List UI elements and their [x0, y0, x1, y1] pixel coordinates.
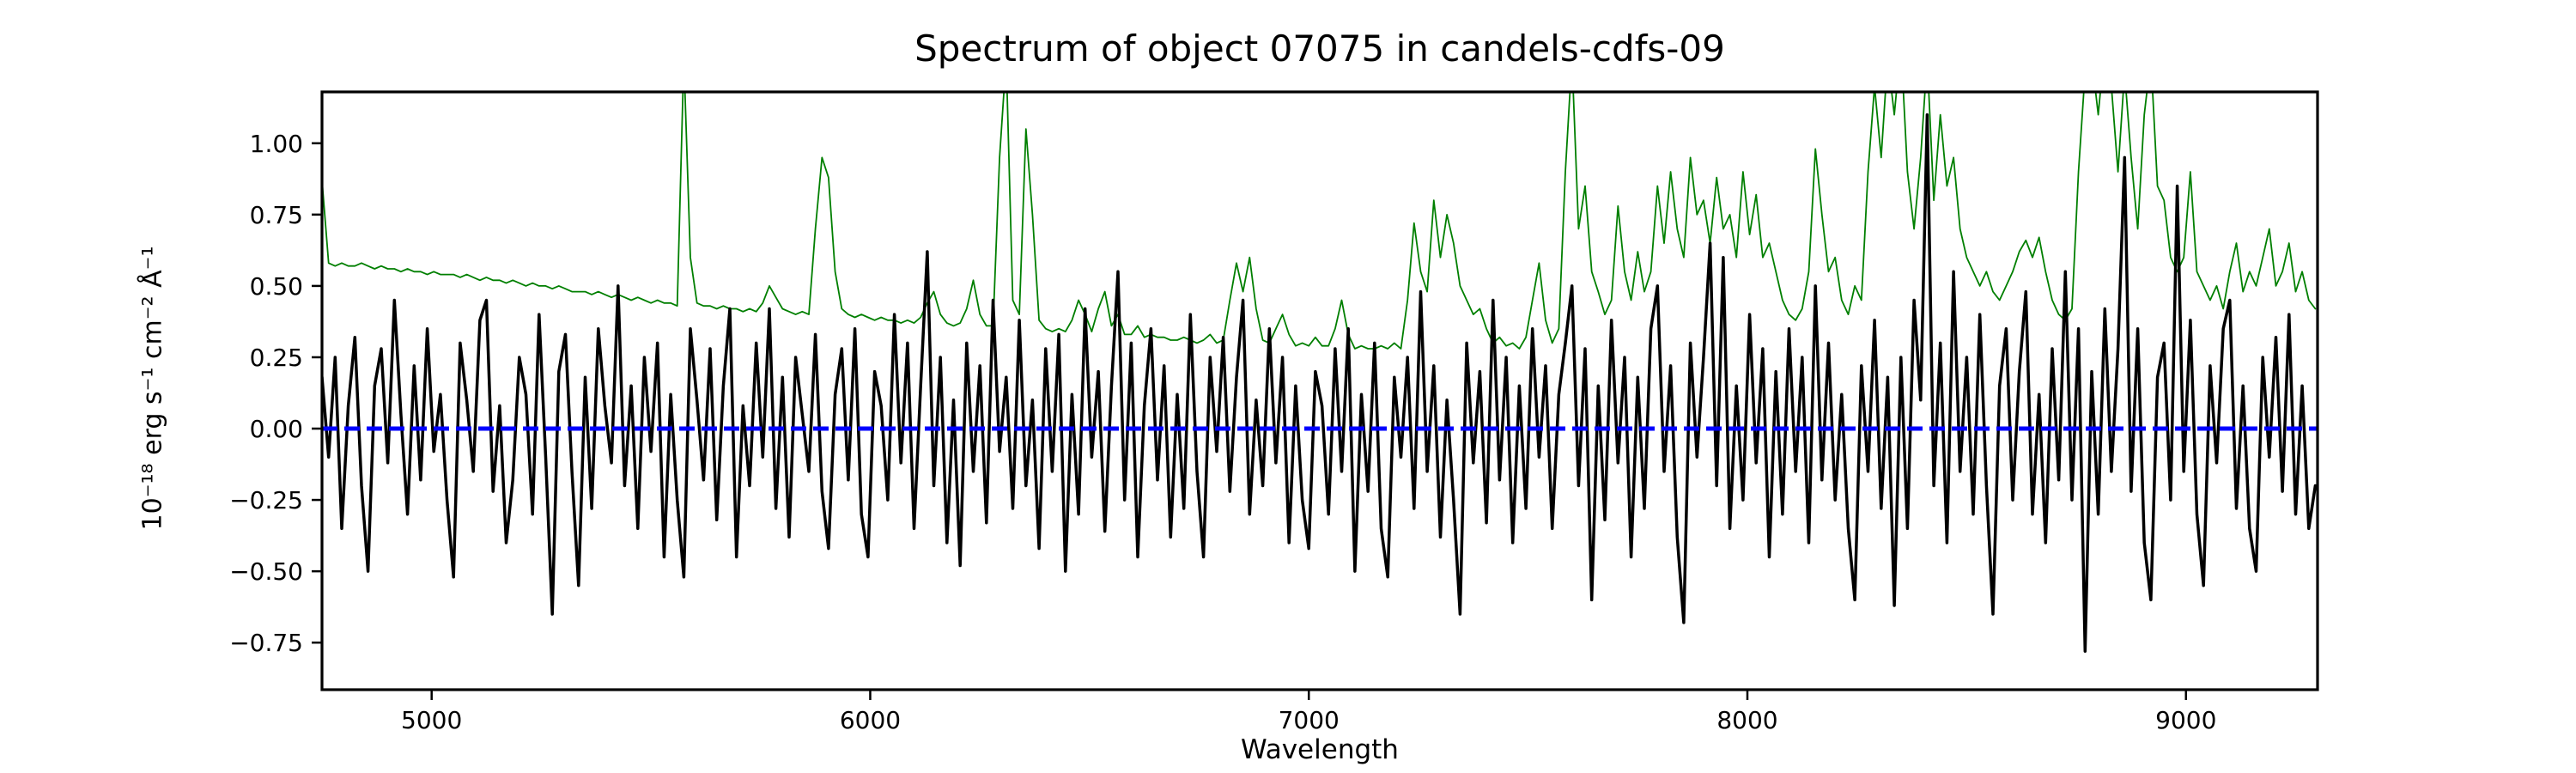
plot-area: [322, 92, 2318, 653]
y-tick-label: −0.75: [229, 629, 303, 657]
x-tick-label: 8000: [1716, 706, 1777, 734]
y-tick-label: −0.50: [229, 557, 303, 586]
y-tick-label: 0.50: [250, 272, 303, 301]
x-axis-label: Wavelength: [1241, 734, 1399, 765]
x-tick-label: 5000: [401, 706, 462, 734]
plot-frame: [320, 90, 2319, 691]
y-tick-label: 0.25: [250, 344, 303, 372]
y-tick-label: 1.00: [250, 130, 303, 158]
y-tick-label: 0.75: [250, 201, 303, 229]
y-axis-label-text: 10⁻¹⁸ erg s⁻¹ cm⁻² Å⁻¹: [137, 246, 168, 531]
y-tick-label: −0.25: [229, 486, 303, 514]
chart-title: Spectrum of object 07075 in candels-cdfs…: [914, 27, 1725, 70]
y-tick-label: 0.00: [250, 415, 303, 443]
x-tick-label: 6000: [840, 706, 901, 734]
noise-spectrum-line: [322, 92, 2317, 350]
x-tick-label: 7000: [1279, 706, 1340, 734]
x-tick-label: 9000: [2155, 706, 2216, 734]
object-flux-line: [322, 113, 2318, 653]
